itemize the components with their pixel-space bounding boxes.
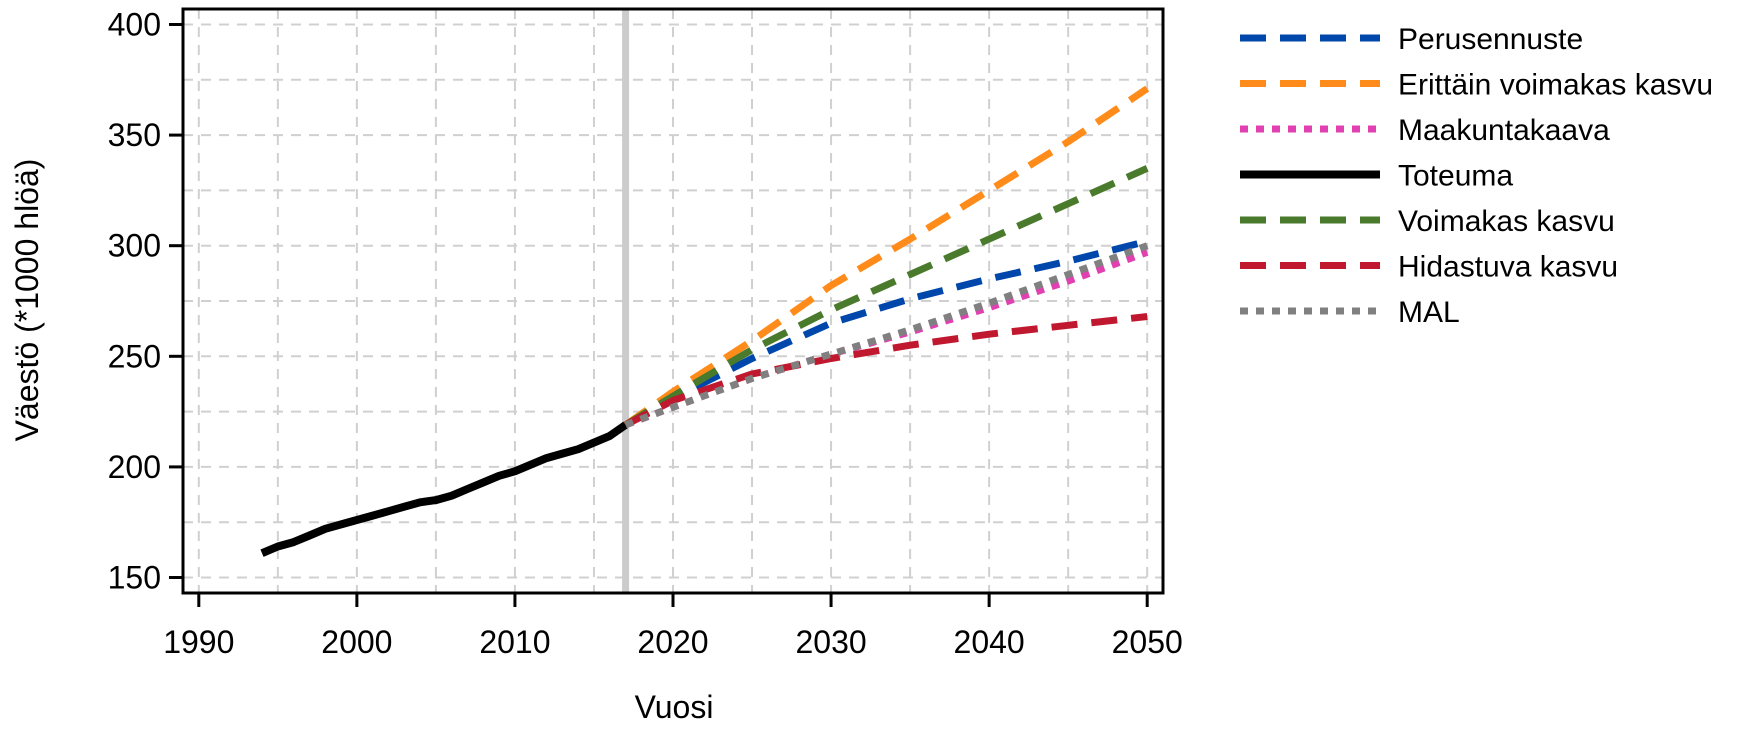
legend-label: Perusennuste: [1398, 23, 1583, 56]
y-tick-label: 300: [108, 228, 161, 264]
x-tick-label: 2000: [321, 624, 392, 660]
axes: 1990 2000 2010 2020 2030 2040 2050 150 200 250 300…: [108, 6, 1183, 660]
series-line: [623, 165, 1149, 428]
y-tick-label: 350: [108, 117, 161, 153]
legend-label: Toteuma: [1398, 160, 1513, 193]
y-tick-label: 150: [108, 560, 161, 596]
series-line: [624, 242, 1149, 429]
x-tick-label: 2020: [637, 624, 708, 660]
x-tick-label: 2040: [954, 624, 1025, 660]
x-axis-label: Vuosi: [635, 689, 714, 725]
legend-label: Hidastuva kasvu: [1398, 251, 1618, 284]
y-tick-label: 250: [108, 338, 161, 374]
legend-label: Erittäin voimakas kasvu: [1398, 69, 1713, 102]
y-axis-label: Väestö (*1000 hlöä): [9, 159, 45, 442]
series-layer: [260, 85, 1150, 557]
grid: [183, 9, 1163, 593]
series-line: [623, 313, 1148, 429]
series-line: [623, 237, 1149, 428]
x-tick-label: 2030: [795, 624, 866, 660]
legend-label: Voimakas kasvu: [1398, 205, 1615, 238]
legend: Perusennuste Erittäin voimakas kasvu Maaku…: [1240, 23, 1713, 329]
legend-label: Maakuntakaava: [1398, 114, 1610, 147]
x-tick-label: 2010: [479, 624, 550, 660]
x-tick-label: 1990: [163, 624, 234, 660]
y-tick-label: 200: [108, 449, 161, 485]
x-tick-label: 2050: [1112, 624, 1183, 660]
legend-label: MAL: [1398, 296, 1460, 329]
y-tick-label: 400: [108, 6, 161, 42]
series-line: [623, 85, 1150, 428]
series-line: [260, 421, 628, 557]
